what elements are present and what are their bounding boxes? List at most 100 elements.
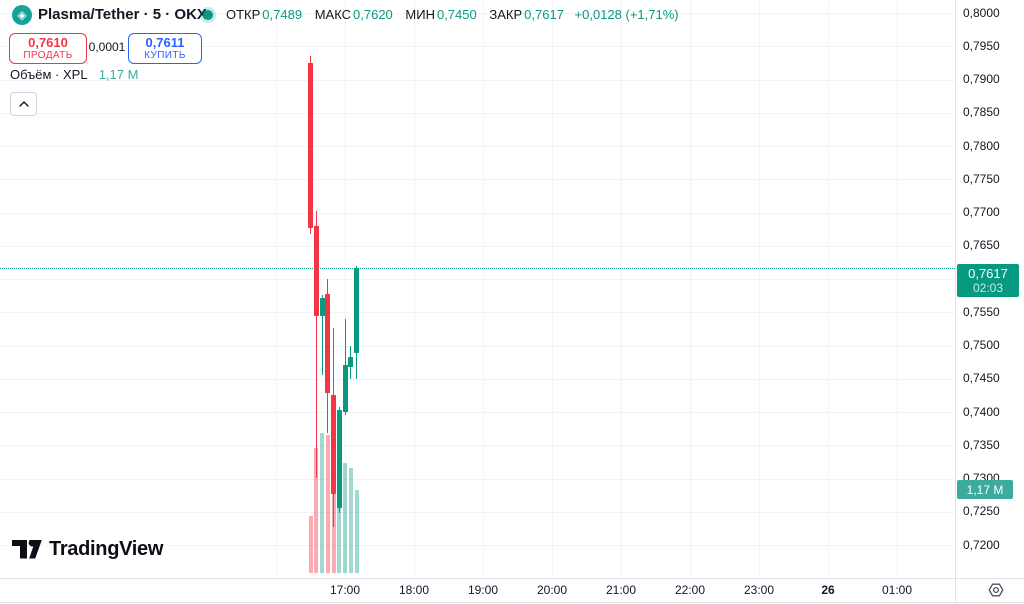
low-value: 0,7450 <box>436 7 477 22</box>
vertical-gridline <box>552 0 553 578</box>
tradingview-mark-icon <box>12 540 42 559</box>
bottom-edge-line <box>0 602 1024 603</box>
vertical-gridline <box>690 0 691 578</box>
tradingview-logo[interactable]: TradingView <box>12 538 163 561</box>
vertical-gridline <box>276 0 277 578</box>
horizontal-gridline <box>0 146 955 147</box>
vertical-gridline <box>759 0 760 578</box>
vertical-gridline <box>897 0 898 578</box>
sell-button[interactable]: 0,7610 ПРОДАТЬ <box>9 33 87 64</box>
series-marker-dot-icon[interactable] <box>203 10 213 20</box>
vertical-gridline <box>483 0 484 578</box>
volume-bar <box>337 468 342 573</box>
price-axis-label: 0,7200 <box>963 537 1000 552</box>
price-axis-label: 0,7400 <box>963 404 1000 419</box>
horizontal-gridline <box>0 279 955 280</box>
sell-price: 0,7610 <box>28 34 68 50</box>
symbol-title[interactable]: Plasma/Tether · 5 · OKX <box>38 6 207 23</box>
price-axis-border <box>955 0 956 604</box>
volume-legend: Объём · XPL 1,17 M <box>10 67 138 82</box>
open-label: ОТКР <box>226 7 261 22</box>
spread-value: 0,0001 <box>88 40 126 54</box>
horizontal-gridline <box>0 312 955 313</box>
symbol-logo-icon: ◈ <box>12 5 32 25</box>
volume-bar <box>348 468 353 573</box>
price-axis-label: 0,7650 <box>963 238 1000 253</box>
candle-body <box>348 356 354 367</box>
candle-body <box>336 410 342 509</box>
volume-bar <box>343 463 347 573</box>
change-value: +0,0128 (+1,71%) <box>574 7 679 22</box>
price-axis-label: 0,7700 <box>963 205 1000 219</box>
candle-body <box>325 293 331 394</box>
price-axis-label: 0,7800 <box>963 138 1000 153</box>
horizontal-gridline <box>0 179 955 180</box>
horizontal-gridline <box>0 113 955 114</box>
sell-label: ПРОДАТЬ <box>23 49 73 61</box>
time-axis-label: 18:00 <box>398 583 430 597</box>
close-label: ЗАКР <box>489 7 523 22</box>
horizontal-gridline <box>0 445 955 446</box>
time-axis-border <box>0 578 1024 579</box>
time-axis-label: 22:00 <box>674 583 706 597</box>
horizontal-gridline <box>0 13 955 14</box>
vertical-gridline <box>621 0 622 578</box>
vertical-gridline <box>345 0 346 578</box>
collapse-legend-button[interactable] <box>10 92 37 116</box>
vertical-gridline <box>414 0 415 578</box>
horizontal-gridline <box>0 346 955 347</box>
price-axis[interactable]: 0,8000 0,7950 0,7900 0,7850 0,7800 0,7750 0,77… <box>955 0 1024 578</box>
price-axis-label: 0,7950 <box>963 38 1000 53</box>
gem-glyph: ◈ <box>17 8 27 22</box>
volume-bar <box>308 516 313 573</box>
candle-body <box>354 267 359 353</box>
candle-body <box>313 225 319 317</box>
volume-bar <box>320 433 324 573</box>
open-value: 0,7489 <box>262 7 303 22</box>
candle-wick <box>321 294 323 376</box>
volume-axis-badge: 1,17 M <box>957 480 1013 499</box>
last-price-badge: 0,7617 02:03 <box>957 264 1019 297</box>
last-price-value: 0,7617 <box>968 265 1008 281</box>
horizontal-gridline <box>0 412 955 413</box>
price-axis-label: 0,7750 <box>963 171 1000 186</box>
last-price-line <box>0 268 955 269</box>
time-axis-label: 21:00 <box>605 583 637 597</box>
buy-label: КУПИТЬ <box>144 49 186 61</box>
time-axis-label: 23:00 <box>743 583 775 597</box>
time-axis[interactable]: 17:00 18:00 19:00 20:00 21:00 22:00 23:00 26 01:… <box>0 578 955 604</box>
candle-wick <box>315 211 317 479</box>
vertical-gridline <box>828 0 829 578</box>
candle-body <box>342 365 348 412</box>
price-axis-label: 0,7500 <box>963 338 1000 352</box>
horizontal-gridline <box>0 545 955 546</box>
buy-button[interactable]: 0,7611 КУПИТЬ <box>128 33 202 64</box>
horizontal-gridline <box>0 246 955 247</box>
horizontal-gridline <box>0 213 955 214</box>
candle-body <box>331 394 336 495</box>
low-label: МИН <box>405 7 435 22</box>
volume-bar <box>314 448 319 573</box>
price-axis-label: 0,7900 <box>963 72 1000 86</box>
high-label: МАКС <box>314 7 352 22</box>
axis-settings-gear-icon[interactable] <box>987 581 1005 599</box>
price-axis-label: 0,7350 <box>963 437 1000 452</box>
buy-price: 0,7611 <box>145 34 185 50</box>
volume-legend-label: Объём · XPL <box>10 67 88 82</box>
horizontal-gridline <box>0 46 955 47</box>
high-value: 0,7620 <box>353 7 393 22</box>
price-axis-label: 0,7550 <box>963 304 1000 319</box>
volume-axis-value: 1,17 M <box>966 482 1004 497</box>
close-value: 0,7617 <box>524 7 564 22</box>
horizontal-gridline <box>0 80 955 81</box>
horizontal-gridline <box>0 379 955 380</box>
volume-bar <box>325 434 330 573</box>
price-axis-label: 0,7450 <box>963 371 1000 386</box>
tradingview-logo-text: TradingView <box>49 538 164 560</box>
time-axis-label: 26 <box>821 583 835 597</box>
time-axis-label: 20:00 <box>536 583 568 597</box>
candle-body <box>308 62 313 229</box>
volume-legend-value: 1,17 M <box>98 67 139 82</box>
